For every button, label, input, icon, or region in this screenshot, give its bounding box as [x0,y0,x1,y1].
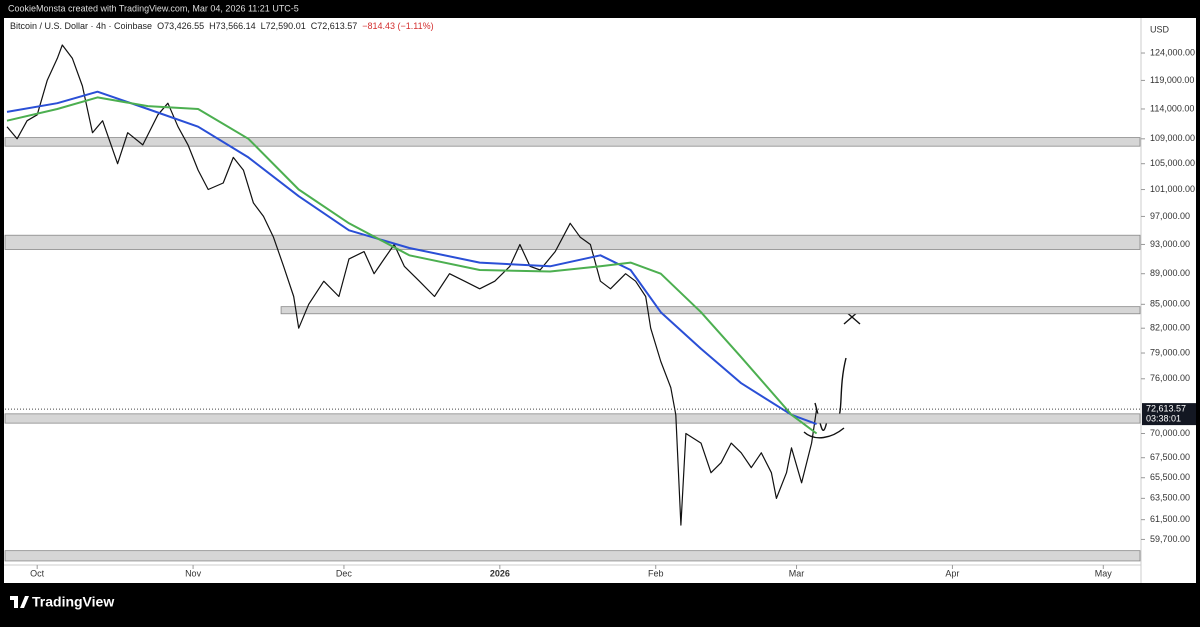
symbol-line: Bitcoin / U.S. Dollar · 4h · Coinbase O73… [10,21,434,31]
x-tick-label: Feb [648,568,664,578]
price-line [6,44,818,526]
y-tick-label: 101,000.00 [1150,184,1195,194]
y-tick-label: 63,500.00 [1150,493,1190,503]
y-tick-label: 59,700.00 [1150,534,1190,544]
zone [4,413,1141,424]
y-tick-label: 105,000.00 [1150,158,1195,168]
y-tick-label: 85,000.00 [1150,299,1190,309]
y-tick-label: 124,000.00 [1150,47,1195,57]
x-tick-label: Mar [789,568,805,578]
x-tick-label: Apr [945,568,959,578]
ohlc-value: −814.43 (−1.11%) [362,21,433,31]
y-tick-label: 97,000.00 [1150,211,1190,221]
sketch-curve [803,427,845,439]
y-tick-label: 76,000.00 [1150,373,1190,383]
y-tick-label: 61,500.00 [1150,514,1190,524]
ohlc-value: C72,613.57 [311,21,358,31]
y-tick-label: 70,000.00 [1150,428,1190,438]
x-tick-label: May [1095,568,1113,578]
zone [280,306,1141,315]
y-tick-label: 79,000.00 [1150,347,1190,357]
panel [4,18,1196,583]
x-tick-label: 2026 [490,568,510,578]
brand-logo [10,596,29,608]
price-line [6,96,818,435]
last-price-label: 72,613.57 [1146,403,1186,413]
symbol: Bitcoin / U.S. Dollar · 4h · Coinbase [10,21,152,31]
attribution: CookieMonsta created with TradingView.co… [8,3,299,13]
ohlc-value: O73,426.55 [157,21,204,31]
ohlc-value: L72,590.01 [261,21,306,31]
zone [4,234,1141,250]
countdown: 03:38:01 [1146,413,1181,423]
ohlc-value: H73,566.14 [209,21,256,31]
y-tick-label: 93,000.00 [1150,239,1190,249]
zone [4,550,1141,562]
brand: TradingView [32,594,114,610]
currency: USD [1150,24,1170,34]
x-tick-label: Oct [30,568,45,578]
y-tick-label: 114,000.00 [1150,103,1194,113]
y-tick-label: 82,000.00 [1150,323,1190,333]
y-tick-label: 119,000.00 [1150,75,1194,85]
price-line [6,90,817,426]
y-tick-label: 65,500.00 [1150,472,1190,482]
x-tick-label: Dec [336,568,353,578]
y-tick-label: 109,000.00 [1150,133,1195,143]
y-tick-label: 67,500.00 [1150,452,1190,462]
price-badge [1142,403,1196,426]
x-tick-label: Nov [185,568,202,578]
zone [4,137,1141,147]
y-tick-label: 89,000.00 [1150,268,1190,278]
